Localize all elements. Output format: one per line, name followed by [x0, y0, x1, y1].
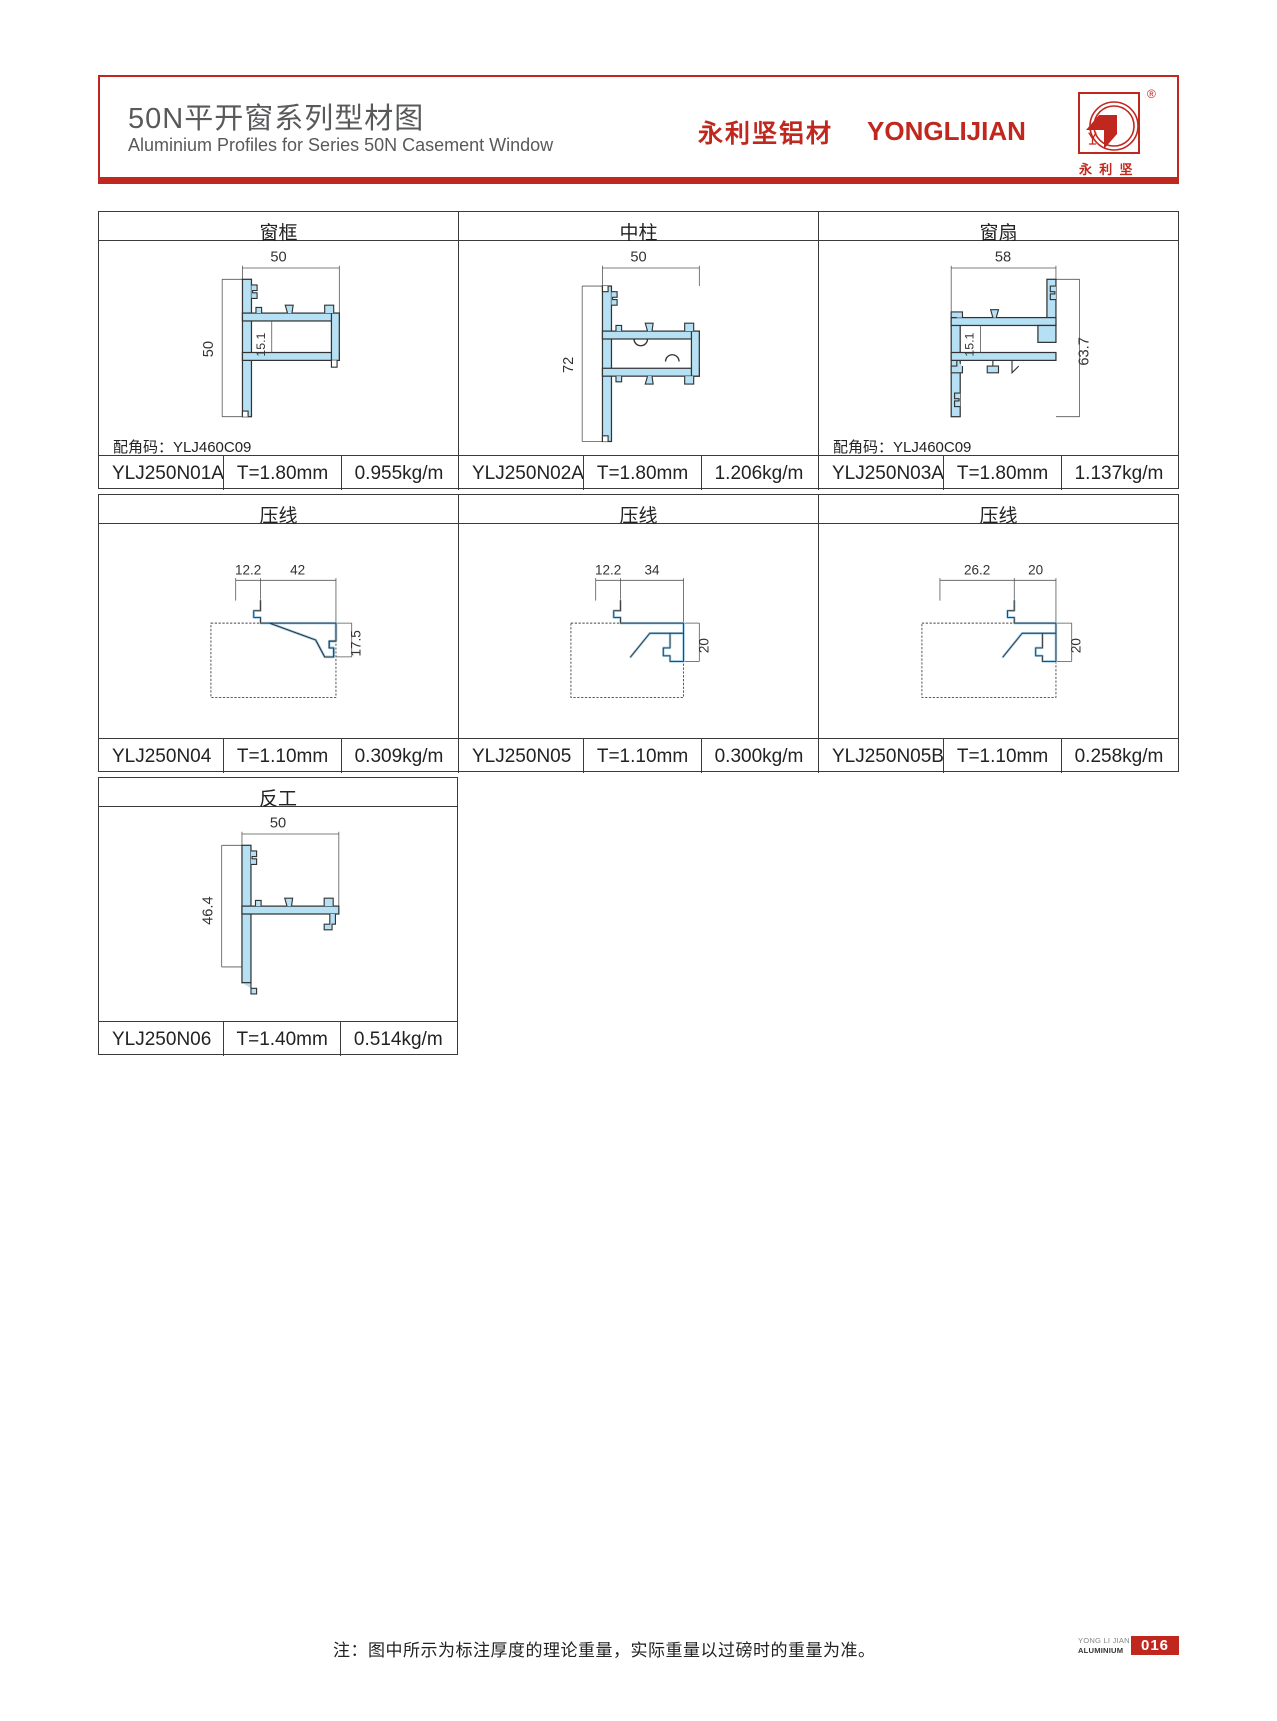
svg-text:50: 50 — [630, 249, 646, 265]
svg-text:26.2: 26.2 — [964, 563, 990, 578]
svg-text:12.2: 12.2 — [595, 563, 621, 578]
svg-text:20: 20 — [696, 638, 711, 653]
svg-text:50: 50 — [270, 815, 286, 831]
svg-text:12.2: 12.2 — [235, 563, 261, 578]
svg-text:34: 34 — [645, 563, 661, 578]
svg-text:50: 50 — [270, 249, 286, 265]
svg-text:20: 20 — [1028, 563, 1043, 578]
svg-text:17.5: 17.5 — [349, 630, 364, 656]
svg-text:46.4: 46.4 — [201, 896, 217, 924]
svg-text:63.7: 63.7 — [1077, 337, 1093, 365]
svg-text:50: 50 — [201, 341, 217, 357]
svg-text:15.1: 15.1 — [963, 332, 977, 356]
svg-text:15.1: 15.1 — [254, 332, 268, 356]
svg-text:72: 72 — [561, 357, 577, 373]
svg-text:58: 58 — [995, 249, 1011, 265]
svg-text:42: 42 — [290, 563, 305, 578]
svg-text:20: 20 — [1069, 638, 1084, 653]
